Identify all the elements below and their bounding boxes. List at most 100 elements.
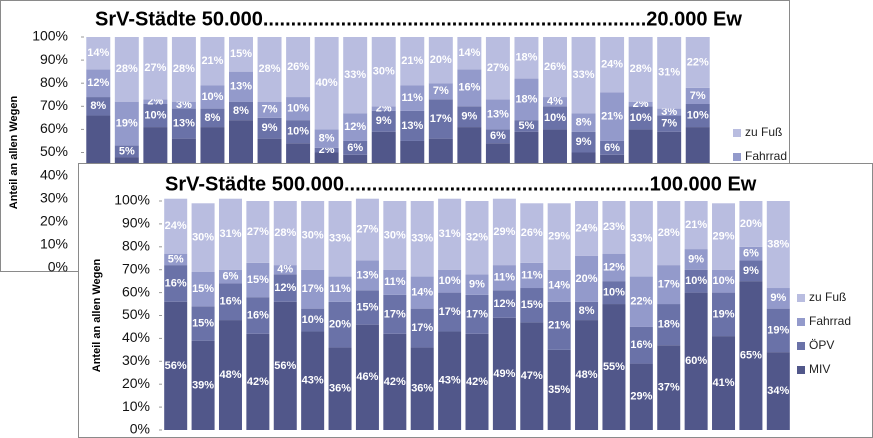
bar-segment [171,101,196,109]
bar-segment [328,301,352,348]
bar-segment [600,140,625,155]
bar-segment [465,333,489,430]
bar-segment [712,203,736,270]
bar-segment [343,113,368,141]
value-label: 21% [548,320,570,332]
value-label: 55% [603,361,625,373]
bar-segment [520,203,544,263]
bar-segment [629,326,653,364]
value-label: 17% [411,322,433,334]
value-label: 10% [287,103,309,115]
value-label: 37% [658,382,680,394]
value-label: 28% [259,63,281,75]
bar-segment [766,308,790,353]
bar-segment [571,37,596,114]
value-label: 10% [144,109,166,121]
value-label: 6% [604,142,620,154]
bar-segment [766,288,790,309]
bar-segment [343,140,368,155]
bar-segment [286,120,311,144]
bar-segment [684,249,708,270]
value-label: 27% [487,62,509,74]
y-tick-label: 60% [40,120,68,136]
value-label: 56% [274,360,296,372]
bar-segment [600,37,625,93]
bar-segment [520,322,544,430]
bar-segment [383,294,407,334]
value-label: 9% [688,253,704,265]
value-label: 30% [302,229,324,241]
bar-segment [739,246,763,261]
value-label: 26% [521,227,543,239]
bar-segment [492,265,516,291]
value-label: 3% [661,106,677,118]
bar-segment [200,108,225,128]
legend-label: zu Fuß [745,125,782,139]
bar-segment [543,97,567,107]
value-label: 15% [247,274,269,286]
value-label: 43% [302,375,324,387]
bar-segment [410,347,434,430]
bar-segment [371,37,396,107]
value-label: 3% [176,99,192,111]
value-label: 12% [274,282,296,294]
value-label: 33% [573,69,595,81]
legend-swatch [733,129,741,137]
value-label: 9% [469,278,485,290]
y-tick-label: 40% [122,329,150,345]
legend-swatch [733,153,741,161]
chart-title: SrV-Städte 50.000.......................… [95,8,742,30]
bar-segment [218,198,242,270]
bar-segment [273,301,297,430]
bar-segment [286,37,311,98]
bar-segment [514,37,539,79]
bar-segment [218,283,242,321]
legend-label: ÖPV [809,338,834,352]
value-label: 16% [630,339,652,351]
value-label: 19% [116,118,138,130]
legend-label: zu Fuß [809,290,846,304]
value-label: 28% [173,63,195,75]
bar-segment [657,304,681,346]
bar-segment [164,198,188,254]
value-label: 29% [493,226,515,238]
bar-segment [355,198,379,261]
value-label: 15% [356,301,378,313]
value-label: 30% [373,66,395,78]
bar-segment [143,99,168,104]
value-label: 9% [576,136,592,148]
legend-swatch [797,294,805,302]
bar-segment [371,106,396,111]
value-label: 10% [713,275,735,287]
bar-segment [273,201,297,266]
bar-segment [685,87,710,104]
y-axis-title: Anteil an allen Wegen [8,95,20,209]
bar-segment [602,304,626,430]
bar-segment [520,262,544,289]
bar-segment [684,201,708,250]
value-label: 21% [685,219,707,231]
bar-segment [301,308,325,332]
value-label: 8% [90,100,106,112]
value-label: 18% [515,93,537,105]
y-tick-label: 20% [40,213,68,229]
value-label: 13% [487,108,509,120]
bar-segment [143,37,168,100]
bar-segment [657,108,682,116]
value-label: 11% [329,283,351,295]
value-label: 14% [548,280,570,292]
legend-label: Fahrrad [809,314,851,328]
value-label: 21% [401,55,423,67]
value-label: 42% [466,376,488,388]
value-label: 26% [544,61,566,73]
bar-segment [200,37,225,86]
value-label: 23% [603,221,625,233]
value-label: 22% [687,56,709,68]
bar-segment [355,290,379,325]
bar-segment [246,201,270,263]
value-label: 30% [192,232,214,244]
value-label: 35% [548,384,570,396]
value-label: 16% [458,82,480,94]
value-label: 24% [601,59,623,71]
value-label: 29% [548,230,570,242]
